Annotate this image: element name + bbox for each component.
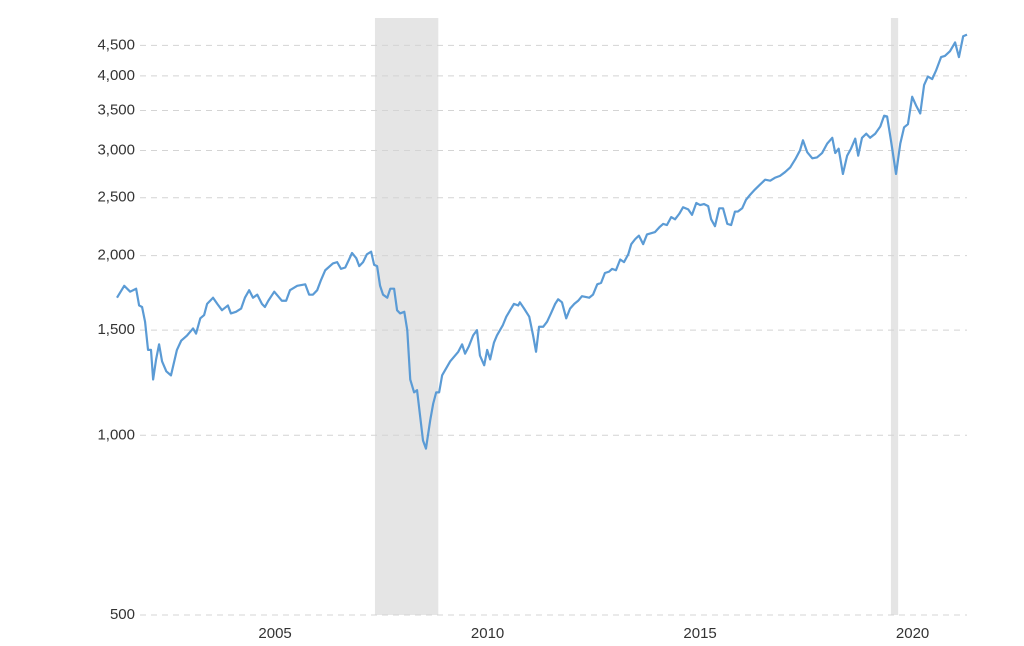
y-tick-label: 1,500 bbox=[97, 321, 135, 338]
y-tick-label: 500 bbox=[110, 606, 135, 623]
recession-band bbox=[374, 18, 439, 615]
x-tick-label: 2020 bbox=[896, 625, 929, 642]
recession-band bbox=[890, 18, 899, 615]
x-tick-label: 2015 bbox=[683, 625, 716, 642]
data-line bbox=[116, 33, 968, 450]
y-tick-label: 3,000 bbox=[97, 141, 135, 158]
y-tick-label: 4,000 bbox=[97, 67, 135, 84]
y-tick-label: 1,000 bbox=[97, 426, 135, 443]
y-tick-label: 2,000 bbox=[97, 247, 135, 264]
x-tick-label: 2010 bbox=[471, 625, 504, 642]
x-tick-label: 2005 bbox=[258, 625, 291, 642]
y-tick-label: 4,500 bbox=[97, 36, 135, 53]
y-tick-label: 2,500 bbox=[97, 189, 135, 206]
y-tick-label: 3,500 bbox=[97, 101, 135, 118]
